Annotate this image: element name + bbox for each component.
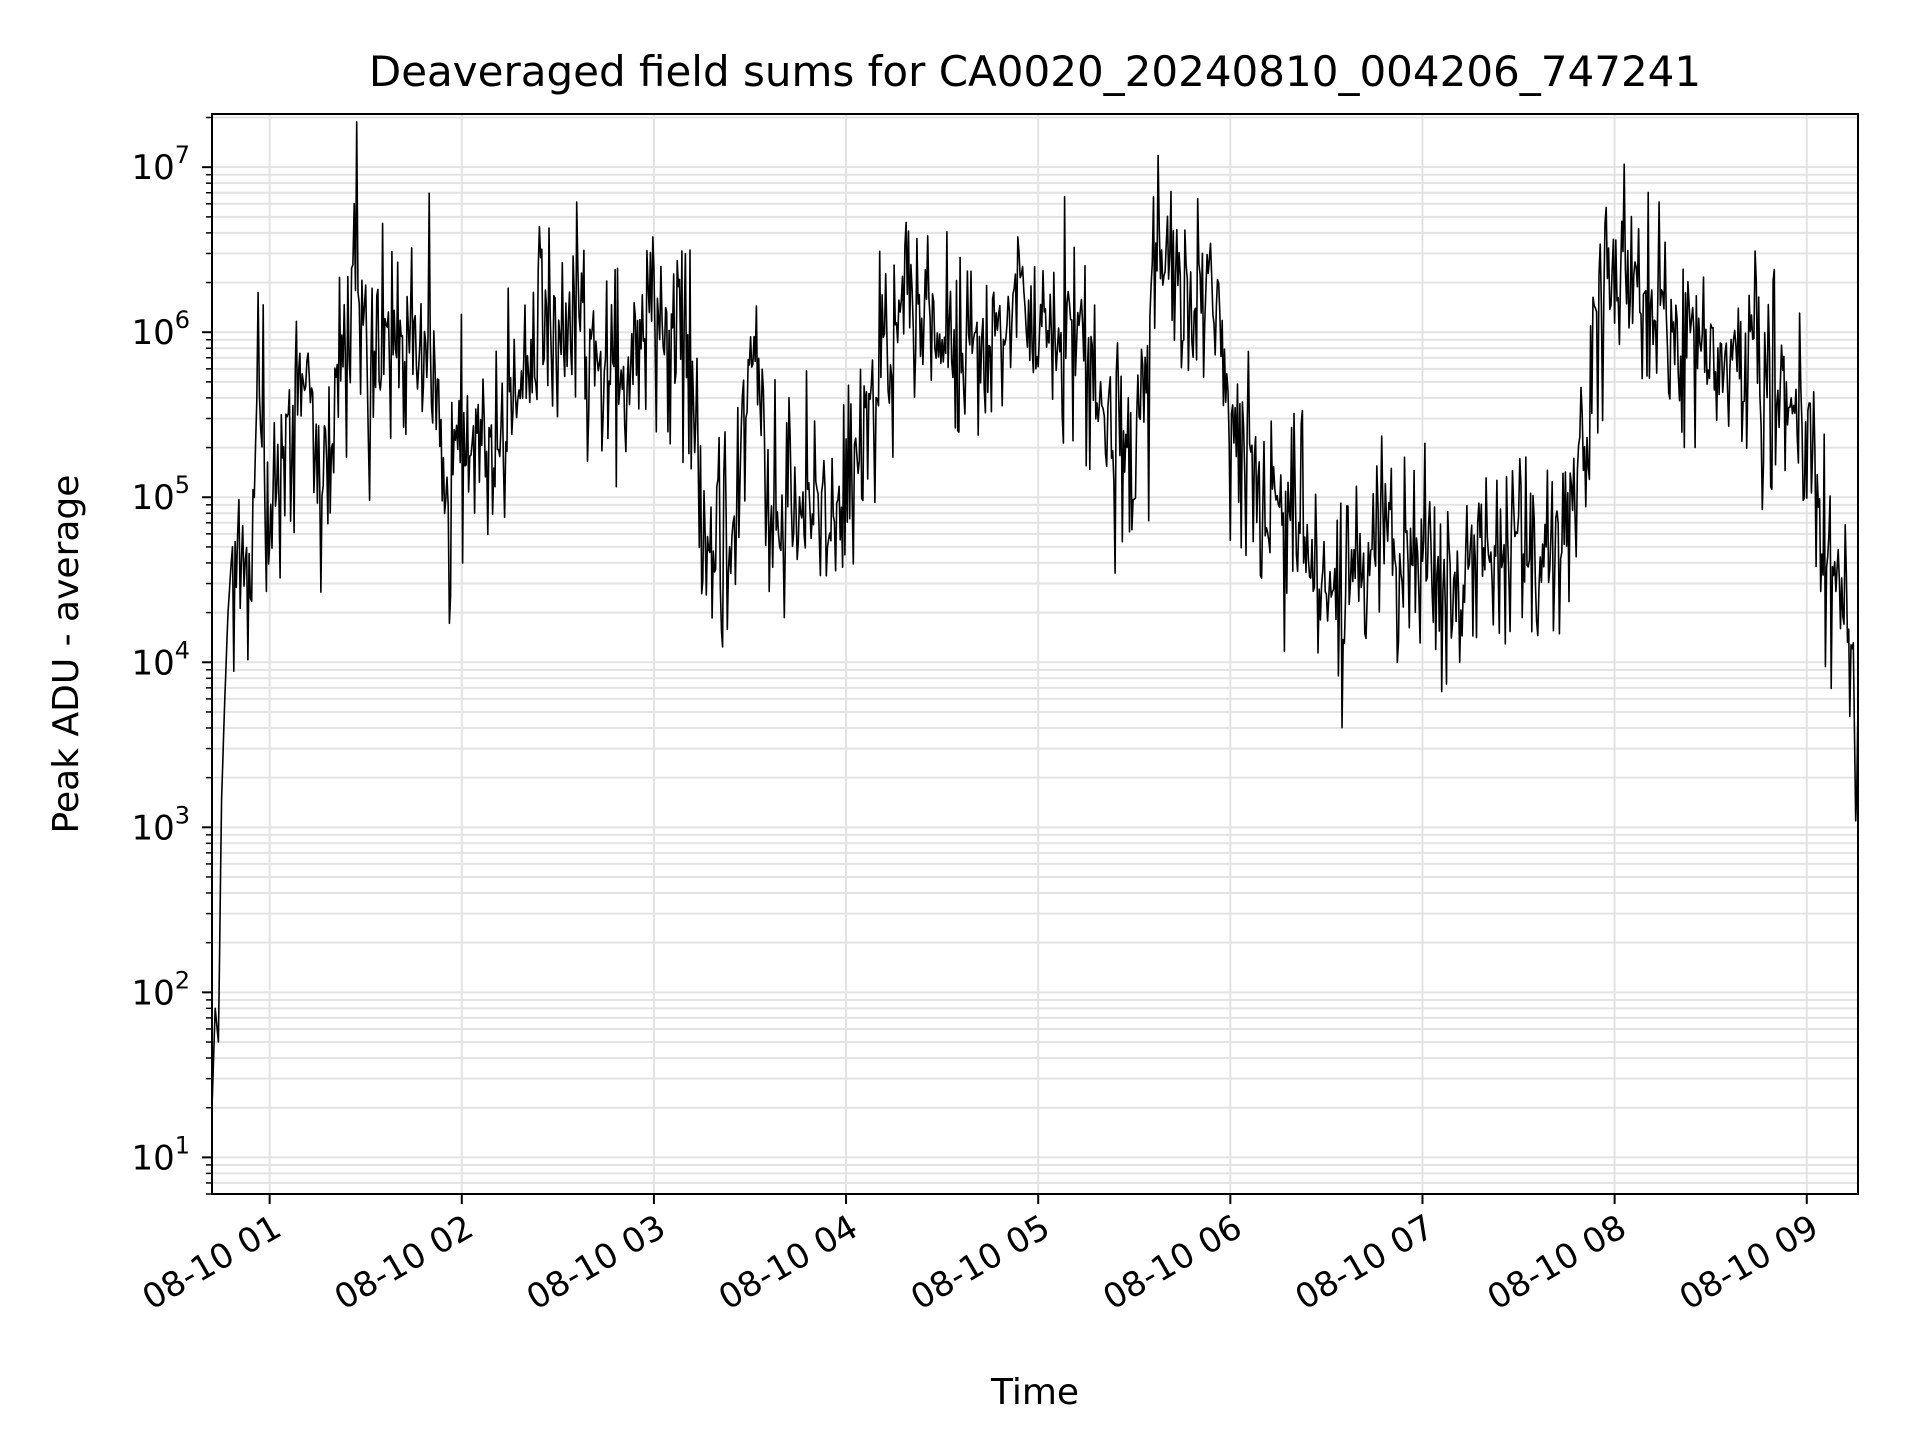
series-line xyxy=(212,121,1858,1108)
y-tick-label: 106 xyxy=(131,306,190,353)
plot-frame xyxy=(211,113,1859,1195)
y-axis-label: Peak ADU - average xyxy=(46,475,87,834)
chart-title: Deaveraged field sums for CA0020_2024081… xyxy=(369,47,1701,96)
y-tick-label: 104 xyxy=(131,636,190,683)
y-tick-label: 107 xyxy=(131,141,190,188)
y-tick-label: 102 xyxy=(131,966,190,1013)
y-tick-label: 105 xyxy=(131,471,190,518)
y-tick-label: 101 xyxy=(131,1131,190,1178)
grid xyxy=(212,114,1858,1195)
data-area xyxy=(212,121,1858,1108)
x-axis-label: Time xyxy=(990,1372,1079,1413)
y-tick-label: 103 xyxy=(131,801,190,848)
